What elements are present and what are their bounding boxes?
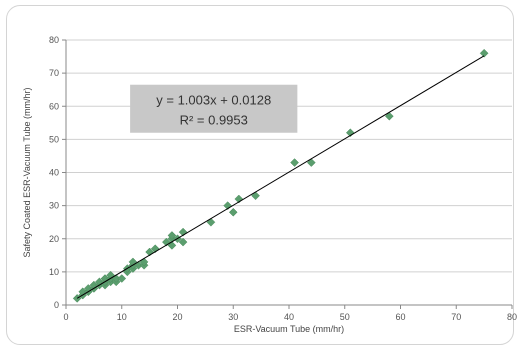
trendline-layer <box>76 55 485 299</box>
data-point-35 <box>206 217 216 227</box>
data-point-41 <box>306 158 316 167</box>
y-axis-title: Safety Coated ESR-Vacuum Tube (mm/hr) <box>22 88 32 258</box>
data-point-44 <box>479 48 489 58</box>
regression-annotation: y = 1.003x + 0.0128 R² = 0.9953 <box>130 84 298 133</box>
x-tick-label-1: 10 <box>117 312 127 322</box>
x-tick-label-3: 30 <box>228 312 238 322</box>
y-tick-label-4: 40 <box>49 168 59 178</box>
x-tick-label-6: 60 <box>395 312 405 322</box>
y-tick-label-5: 50 <box>49 134 59 144</box>
data-point-31 <box>167 231 177 240</box>
y-tick-label-6: 60 <box>49 101 59 111</box>
x-tick-label-8: 80 <box>507 312 517 322</box>
r-squared-label: R² = 0.9953 <box>180 113 248 128</box>
axes <box>62 39 513 309</box>
trendline <box>76 55 485 299</box>
x-tick-label-2: 20 <box>172 312 182 322</box>
data-point-43 <box>384 111 394 121</box>
annotation-box <box>130 84 298 133</box>
data-point-40 <box>290 158 299 167</box>
y-tick-label-7: 70 <box>49 68 59 78</box>
data-point-37 <box>228 207 238 217</box>
x-tick-label-4: 40 <box>284 312 294 322</box>
data-point-33 <box>178 237 188 247</box>
x-tick-label-5: 50 <box>340 312 350 322</box>
y-tick-label-2: 20 <box>49 234 59 244</box>
y-tick-label-3: 30 <box>49 201 59 211</box>
x-tick-label-0: 0 <box>63 312 68 322</box>
x-tick-label-7: 70 <box>451 312 461 322</box>
y-tick-label-1: 10 <box>49 267 59 277</box>
data-point-39 <box>251 191 260 201</box>
y-tick-label-8: 80 <box>49 35 59 45</box>
regression-equation: y = 1.003x + 0.0128 <box>156 93 271 108</box>
gridlines <box>66 39 512 273</box>
data-point-17 <box>117 274 127 283</box>
tick-labels: 0 10 20 30 40 50 60 70 80 0 10 20 30 40 50 60 70 80 <box>49 35 517 322</box>
x-axis-title: ESR-Vacuum Tube (mm/hr) <box>234 324 344 334</box>
data-points <box>72 48 489 303</box>
y-tick-label-0: 0 <box>54 300 59 310</box>
